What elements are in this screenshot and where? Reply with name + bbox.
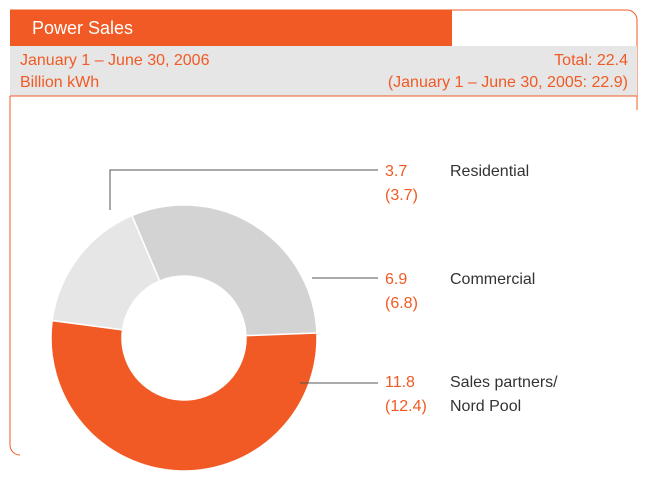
category-label: Sales partners/ Nord Pool (450, 374, 558, 415)
value-label: 11.8 (385, 374, 415, 391)
value-label: 3.7 (385, 163, 407, 180)
prior-value-label: (3.7) (385, 187, 418, 204)
unit: Billion kWh (20, 74, 99, 91)
prior-value-label: (6.8) (385, 295, 418, 312)
slice (51, 214, 161, 331)
total: Total: 22.4 (554, 52, 628, 69)
frame-left (9, 96, 21, 456)
category-label-box: Commercial (450, 271, 536, 288)
category-label-box: Residential (450, 163, 530, 180)
chart-title: Power Sales (32, 18, 133, 38)
comparison: (January 1 – June 30, 2005: 22.9) (388, 74, 628, 91)
leader-line (109, 169, 378, 210)
prior-value-label: (12.4) (385, 398, 427, 415)
value-label: 6.9 (385, 271, 407, 288)
slice (50, 319, 318, 472)
subtitle: January 1 – June 30, 2006 (20, 52, 210, 69)
category-label-box: Sales partners/ Nord Pool (450, 374, 558, 415)
category-label: Commercial (450, 271, 536, 288)
info-band (10, 46, 637, 96)
category-label: Residential (450, 163, 530, 180)
frame-right (10, 9, 638, 110)
title-bar (10, 10, 452, 46)
slice (130, 204, 318, 337)
